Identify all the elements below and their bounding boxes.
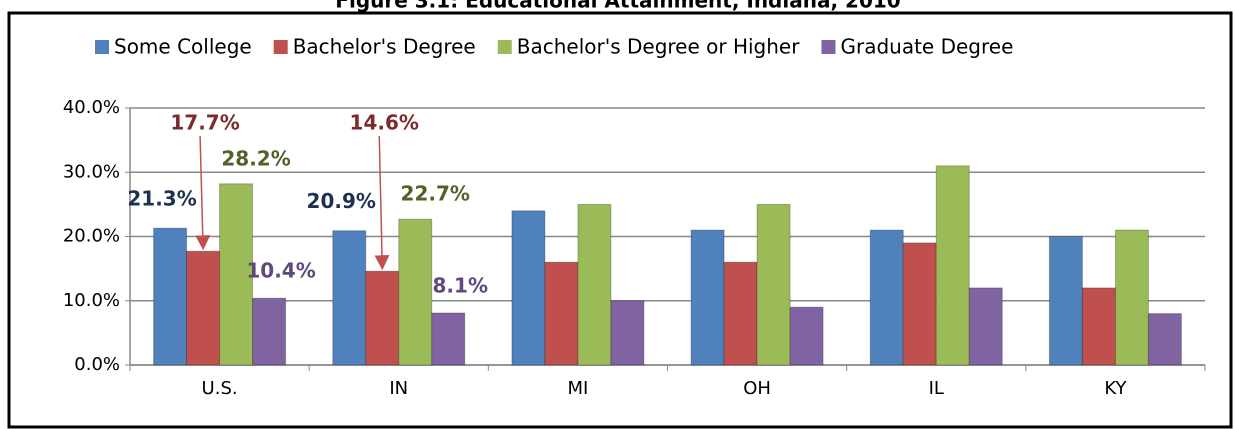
legend-swatch xyxy=(821,40,836,54)
legend-swatch xyxy=(273,40,288,54)
bar xyxy=(153,227,188,366)
bar xyxy=(968,287,1003,366)
bar xyxy=(186,250,221,366)
bar xyxy=(252,297,287,366)
bar xyxy=(723,261,758,366)
bar xyxy=(1081,287,1116,366)
y-tick-label: 40.0% xyxy=(63,97,120,118)
data-label: 21.3% xyxy=(127,187,196,211)
bar xyxy=(511,210,546,366)
bar xyxy=(431,312,466,366)
bar xyxy=(869,229,904,366)
label-arrow xyxy=(374,135,390,271)
y-tick-label: 10.0% xyxy=(63,290,120,311)
legend-label: Bachelor's Degree or Higher xyxy=(517,35,800,59)
x-tick-label: U.S. xyxy=(202,378,238,399)
bar xyxy=(902,242,937,366)
bar xyxy=(935,165,970,366)
y-tick-label: 20.0% xyxy=(63,226,120,247)
legend-label: Graduate Degree xyxy=(840,35,1013,59)
y-tick-label: 0.0% xyxy=(74,354,120,375)
x-tick-label: IN xyxy=(389,378,408,399)
legend-label: Bachelor's Degree xyxy=(293,35,476,59)
data-label: 20.9% xyxy=(307,189,376,213)
data-label: 8.1% xyxy=(433,273,488,297)
data-label: 14.6% xyxy=(350,111,419,135)
bar xyxy=(1114,229,1149,366)
bar xyxy=(219,183,254,366)
data-label: 17.7% xyxy=(170,111,239,135)
x-tick-label: OH xyxy=(743,378,771,399)
bar xyxy=(577,203,612,366)
y-tick-label: 30.0% xyxy=(63,161,120,182)
legend-swatch xyxy=(95,40,109,54)
data-label: 10.4% xyxy=(246,259,315,283)
legend-swatch xyxy=(497,40,512,54)
bar xyxy=(1147,313,1182,366)
x-tick-label: MI xyxy=(567,378,588,399)
x-tick-label: KY xyxy=(1104,378,1127,399)
bar xyxy=(544,261,579,366)
data-label: 28.2% xyxy=(221,146,290,170)
legend-label: Some College xyxy=(114,35,252,59)
label-arrow xyxy=(195,135,211,251)
bar xyxy=(690,229,725,366)
bar xyxy=(610,300,645,366)
chart-title: Figure 3.1: Educational Attainment, Indi… xyxy=(335,0,900,13)
bar xyxy=(789,306,824,366)
x-tick-label: IL xyxy=(929,378,944,399)
bar xyxy=(1048,236,1083,366)
data-label: 22.7% xyxy=(401,182,470,206)
bar xyxy=(365,270,400,366)
bar xyxy=(756,203,791,366)
bar xyxy=(398,218,433,366)
bar xyxy=(332,230,367,366)
